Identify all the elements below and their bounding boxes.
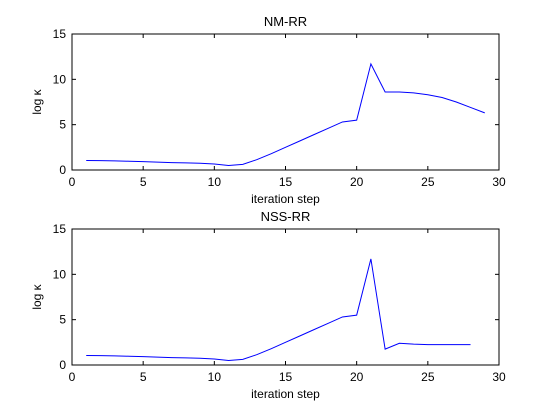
y-tick-label: 15 [53, 222, 67, 236]
y-tick-label: 5 [59, 118, 66, 132]
y-tick-label: 5 [59, 313, 66, 327]
x-tick-label: 30 [492, 175, 506, 189]
x-axis-label: iteration step [251, 387, 320, 401]
x-tick-label: 15 [279, 370, 293, 384]
y-axis-label: log κ [30, 283, 44, 309]
x-tick-label: 10 [208, 175, 222, 189]
axis-ticks: 0 5 10 15 20 25 30 0 5 10 15 [53, 222, 506, 384]
x-tick-label: 25 [421, 175, 435, 189]
x-tick-label: 5 [140, 175, 147, 189]
x-tick-label: 0 [69, 370, 76, 384]
plot-area [71, 33, 500, 171]
chart-title: NSS-RR [261, 209, 311, 224]
x-tick-label: 20 [350, 370, 364, 384]
y-tick-label: 0 [59, 358, 66, 372]
series-line [86, 258, 471, 361]
x-axis-label: iteration step [251, 192, 320, 206]
y-axis-label: log κ [30, 88, 44, 114]
x-tick-label: 25 [421, 370, 435, 384]
x-tick-label: 15 [279, 175, 293, 189]
x-tick-label: 0 [69, 175, 76, 189]
y-tick-label: 0 [59, 163, 66, 177]
subplot-nss-rr: NSS-RR iteration step log κ 0 5 10 15 20 25 30… [30, 209, 506, 401]
x-tick-label: 30 [492, 370, 506, 384]
axis-ticks: 0 5 10 15 20 25 30 0 5 10 15 [53, 27, 506, 189]
series-group [86, 258, 471, 361]
y-tick-label: 15 [53, 27, 67, 41]
y-tick-label: 10 [53, 267, 67, 281]
x-tick-label: 20 [350, 175, 364, 189]
x-tick-label: 5 [140, 370, 147, 384]
series-group [86, 62, 485, 166]
series-line [86, 62, 485, 166]
x-tick-label: 10 [208, 370, 222, 384]
y-tick-label: 10 [53, 72, 67, 86]
chart-title: NM-RR [264, 14, 307, 29]
subplot-nm-rr: NM-RR iteration step log κ 0 5 10 15 20 25 300… [30, 14, 506, 206]
